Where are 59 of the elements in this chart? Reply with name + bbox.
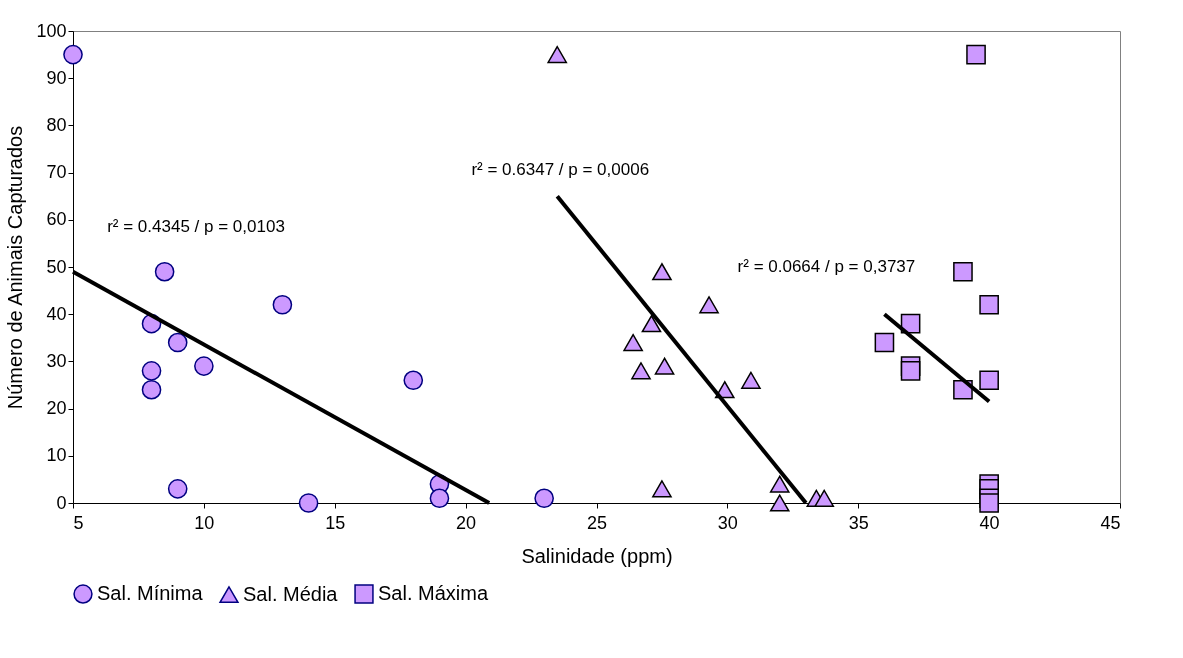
y-tick-label: 40 (46, 303, 67, 324)
y-tick-label: 10 (46, 445, 67, 466)
point (900, 361, 921, 381)
point (641, 315, 662, 333)
y-tick-label: 60 (46, 209, 67, 230)
point (654, 357, 675, 375)
point (63, 44, 83, 65)
point (979, 294, 999, 315)
y-tick-label: 90 (46, 67, 67, 88)
x-tick-label: 35 (848, 512, 869, 533)
point (272, 294, 293, 315)
y-tick-label: 0 (56, 492, 67, 513)
point (141, 379, 162, 400)
y-tick-label: 50 (46, 256, 67, 277)
point (979, 493, 999, 513)
point (652, 480, 672, 498)
point (966, 44, 986, 65)
x-tick-label: 45 (1100, 512, 1121, 533)
point (141, 361, 162, 381)
annotation: r² = 0.6347 / p = 0,0006 (471, 160, 650, 180)
x-tick-label: 5 (73, 512, 84, 533)
x-tick-label: 10 (194, 512, 215, 533)
point (534, 488, 554, 509)
y-tick-label: 70 (46, 162, 67, 183)
point (631, 362, 651, 380)
point (741, 371, 761, 389)
y-tick-label: 30 (46, 350, 67, 371)
x-tick-label: 30 (717, 512, 738, 533)
annotation: r² = 0.0664 / p = 0,3737 (737, 257, 916, 277)
point (769, 494, 790, 512)
point (167, 479, 188, 499)
legend-label: Sal. Máxima (378, 582, 489, 605)
x-tick-label: 25 (586, 512, 608, 533)
point (953, 261, 973, 282)
point (547, 45, 568, 64)
point (167, 332, 188, 353)
point (652, 263, 672, 281)
point (403, 370, 424, 391)
y-tick-label: 20 (46, 398, 67, 419)
point (979, 370, 999, 391)
point (429, 488, 450, 509)
y-tick-label: 80 (46, 114, 67, 135)
point (769, 475, 790, 493)
x-tick-label: 20 (456, 512, 477, 533)
point (298, 493, 319, 513)
point (699, 296, 719, 314)
x-tick-label: 15 (325, 512, 346, 533)
point (194, 356, 214, 376)
legend-label: Sal. Mínima (97, 582, 204, 605)
point (154, 261, 175, 282)
annotation: r² = 0.4345 / p = 0,0103 (107, 216, 285, 236)
point (814, 489, 835, 507)
point (623, 333, 643, 352)
y-tick-label: 100 (36, 20, 67, 41)
point (874, 332, 895, 353)
legend-label: Sal. Média (243, 582, 339, 605)
x-axis-title: Salinidade (ppm) (521, 544, 673, 567)
x-tick-label: 40 (979, 512, 1000, 533)
y-axis-title: Número de Animais Capturados (4, 125, 27, 410)
